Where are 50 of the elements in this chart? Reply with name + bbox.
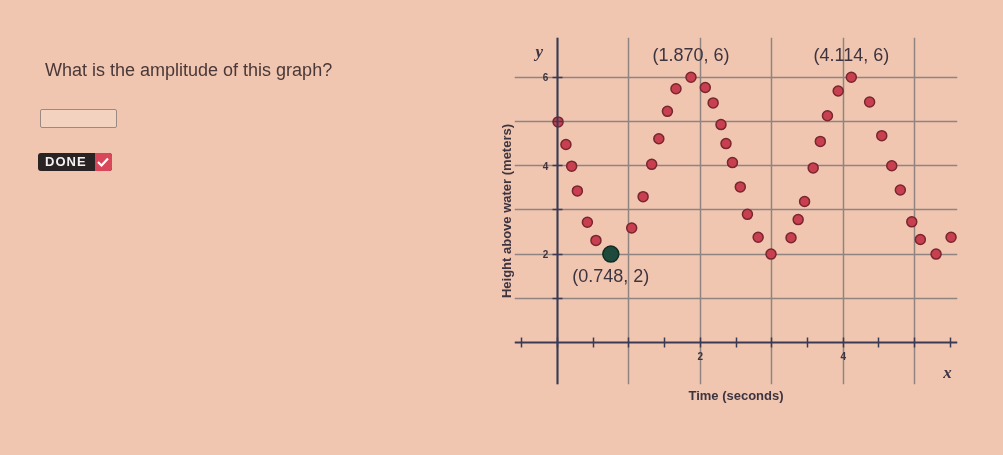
point — [876, 129, 888, 142]
point — [625, 222, 638, 234]
point — [565, 160, 578, 172]
y-tick-label: 2 — [542, 249, 549, 261]
point — [590, 234, 602, 247]
point — [894, 184, 907, 196]
point — [832, 85, 844, 97]
point — [798, 195, 811, 208]
point — [792, 213, 804, 226]
point — [661, 105, 674, 118]
point — [715, 118, 727, 131]
point — [906, 216, 918, 228]
point — [752, 231, 764, 244]
point — [914, 233, 927, 246]
point — [685, 71, 697, 84]
point — [845, 71, 858, 84]
annotation: (1.870, 6) — [652, 45, 730, 66]
point — [821, 110, 834, 122]
annotation: x — [942, 363, 953, 383]
point — [653, 132, 665, 145]
point — [637, 190, 649, 203]
y-tick-label: 4 — [542, 160, 549, 172]
point — [720, 137, 732, 150]
point — [945, 231, 957, 244]
point — [765, 248, 777, 260]
point — [734, 181, 747, 193]
point — [930, 248, 942, 260]
point — [602, 245, 620, 263]
annotation: (0.748, 2) — [572, 266, 650, 287]
annotation: y — [533, 42, 544, 61]
point — [560, 138, 572, 151]
point — [699, 81, 712, 94]
x-axis-title: Time (seconds) — [688, 387, 784, 403]
y-axis-title: Height above water (meters) — [498, 123, 514, 299]
annotation: (4.114, 6) — [813, 45, 890, 66]
point — [707, 97, 719, 109]
point — [645, 158, 658, 171]
point — [741, 208, 754, 221]
point — [863, 96, 876, 108]
point — [726, 156, 739, 169]
point — [571, 185, 584, 197]
point — [785, 232, 797, 244]
point — [814, 135, 827, 148]
point — [670, 83, 682, 95]
point — [807, 162, 819, 174]
point — [886, 159, 898, 172]
text: What is the amplitude of this graph? — [45, 59, 333, 82]
y-tick-label: 6 — [542, 72, 549, 84]
point — [581, 216, 594, 229]
done-button: DONE — [38, 153, 112, 171]
